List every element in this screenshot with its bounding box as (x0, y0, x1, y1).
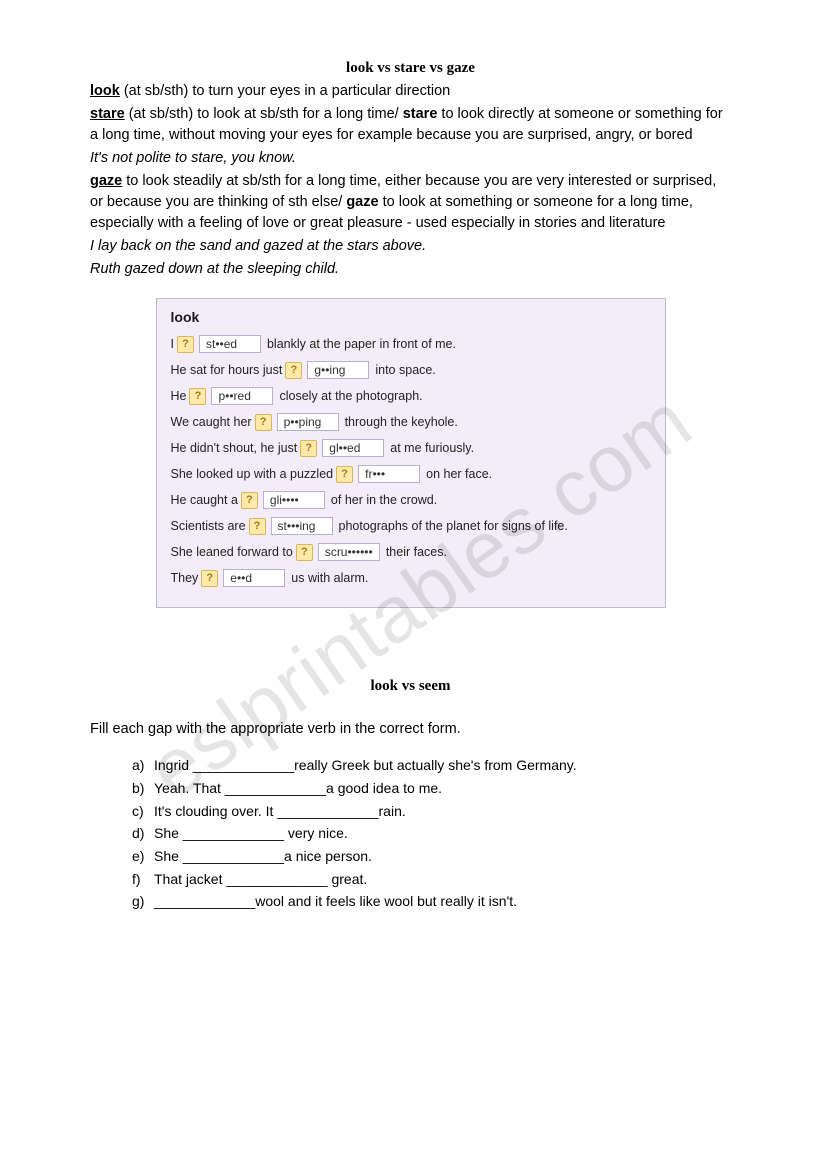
item-text: It's clouding over. It _____________rain… (154, 803, 406, 819)
blank-input[interactable]: fr••• (358, 465, 420, 483)
hint-icon[interactable]: ? (189, 388, 206, 405)
fill-item: g)_____________wool and it feels like wo… (132, 891, 731, 913)
exercise-post-text: into space. (375, 363, 435, 377)
item-text: Yeah. That _____________a good idea to m… (154, 780, 442, 796)
exercise-pre-text: They (171, 571, 199, 585)
def-stare-text1: (at sb/sth) to look at sb/sth for a long… (125, 106, 403, 122)
blank-input[interactable]: st•••ing (271, 517, 333, 535)
page-content: look vs stare vs gaze look (at sb/sth) t… (0, 0, 821, 954)
exercise-post-text: their faces. (386, 545, 447, 559)
item-text: That jacket _____________ great. (154, 871, 367, 887)
blank-input[interactable]: p••red (211, 387, 273, 405)
hint-icon[interactable]: ? (285, 362, 302, 379)
exercise-post-text: through the keyhole. (345, 415, 458, 429)
definition-gaze: gaze to look steadily at sb/sth for a lo… (90, 171, 731, 234)
exercise-row: They? e••d us with alarm. (171, 569, 651, 587)
def-look-text: (at sb/sth) to turn your eyes in a parti… (120, 83, 450, 99)
item-letter: f) (132, 869, 154, 891)
hint-icon[interactable]: ? (336, 466, 353, 483)
blank-input[interactable]: gli•••• (263, 491, 325, 509)
word-stare-2: stare (403, 106, 438, 122)
blank-input[interactable]: p••ping (277, 413, 339, 431)
exercise-post-text: blankly at the paper in front of me. (267, 337, 456, 351)
example-stare: It's not polite to stare, you know. (90, 148, 731, 169)
item-letter: g) (132, 891, 154, 913)
item-text: Ingrid _____________really Greek but act… (154, 757, 577, 773)
word-gaze: gaze (90, 173, 122, 189)
exercise-post-text: of her in the crowd. (331, 493, 437, 507)
exercise-post-text: closely at the photograph. (279, 389, 422, 403)
exercise-row: He didn't shout, he just? gl••ed at me fu… (171, 439, 651, 457)
blank-input[interactable]: scru•••••• (318, 543, 380, 561)
exercise-pre-text: I (171, 337, 174, 351)
exercise-pre-text: He caught a (171, 493, 238, 507)
word-gaze-2: gaze (346, 194, 378, 210)
fill-list: a)Ingrid _____________really Greek but a… (90, 755, 731, 913)
example-gaze-2: Ruth gazed down at the sleeping child. (90, 259, 731, 280)
blank-input[interactable]: g••ing (307, 361, 369, 379)
hint-icon[interactable]: ? (296, 544, 313, 561)
section2-title: look vs seem (90, 678, 731, 695)
exercise-pre-text: He sat for hours just (171, 363, 283, 377)
fill-item: b)Yeah. That _____________a good idea to… (132, 778, 731, 800)
blank-input[interactable]: st••ed (199, 335, 261, 353)
hint-icon[interactable]: ? (241, 492, 258, 509)
exercise-post-text: us with alarm. (291, 571, 368, 585)
exercise-row: I? st••ed blankly at the paper in front o… (171, 335, 651, 353)
definition-stare: stare (at sb/sth) to look at sb/sth for … (90, 104, 731, 146)
exercise-row: He? p••red closely at the photograph. (171, 387, 651, 405)
hint-icon[interactable]: ? (255, 414, 272, 431)
hint-icon[interactable]: ? (177, 336, 194, 353)
example-gaze-1: I lay back on the sand and gazed at the … (90, 236, 731, 257)
blank-input[interactable]: e••d (223, 569, 285, 587)
hint-icon[interactable]: ? (300, 440, 317, 457)
exercise-post-text: photographs of the planet for signs of l… (339, 519, 568, 533)
exercise-pre-text: Scientists are (171, 519, 246, 533)
exercise-post-text: on her face. (426, 467, 492, 481)
fill-item: f)That jacket _____________ great. (132, 869, 731, 891)
exercise-row: She leaned forward to? scru•••••• their f… (171, 543, 651, 561)
exercise-pre-text: He didn't shout, he just (171, 441, 298, 455)
exercise-post-text: at me furiously. (390, 441, 474, 455)
fill-item: a)Ingrid _____________really Greek but a… (132, 755, 731, 777)
item-text: She _____________ very nice. (154, 825, 348, 841)
exercise-pre-text: She leaned forward to (171, 545, 293, 559)
item-text: _____________wool and it feels like wool… (154, 893, 517, 909)
definition-look: look (at sb/sth) to turn your eyes in a … (90, 81, 731, 102)
fill-item: d)She _____________ very nice. (132, 823, 731, 845)
fill-item: e)She _____________a nice person. (132, 846, 731, 868)
exercise-pre-text: She looked up with a puzzled (171, 467, 334, 481)
hint-icon[interactable]: ? (201, 570, 218, 587)
exercise-row: He caught a? gli•••• of her in the crowd. (171, 491, 651, 509)
exercise-heading: look (171, 309, 651, 325)
item-letter: e) (132, 846, 154, 868)
exercise-box: look I? st••ed blankly at the paper in fr… (156, 298, 666, 608)
exercise-row: Scientists are? st•••ing photographs of t… (171, 517, 651, 535)
word-look: look (90, 83, 120, 99)
word-stare: stare (90, 106, 125, 122)
item-letter: b) (132, 778, 154, 800)
fill-item: c)It's clouding over. It _____________ra… (132, 801, 731, 823)
item-letter: d) (132, 823, 154, 845)
section1-title: look vs stare vs gaze (90, 60, 731, 77)
exercise-row: He sat for hours just? g••ing into space. (171, 361, 651, 379)
blank-input[interactable]: gl••ed (322, 439, 384, 457)
exercise-pre-text: He (171, 389, 187, 403)
item-letter: a) (132, 755, 154, 777)
exercise-row: She looked up with a puzzled? fr••• on he… (171, 465, 651, 483)
item-text: She _____________a nice person. (154, 848, 372, 864)
hint-icon[interactable]: ? (249, 518, 266, 535)
section2-instruction: Fill each gap with the appropriate verb … (90, 721, 731, 737)
exercise-pre-text: We caught her (171, 415, 252, 429)
exercise-row: We caught her? p••ping through the keyhol… (171, 413, 651, 431)
item-letter: c) (132, 801, 154, 823)
